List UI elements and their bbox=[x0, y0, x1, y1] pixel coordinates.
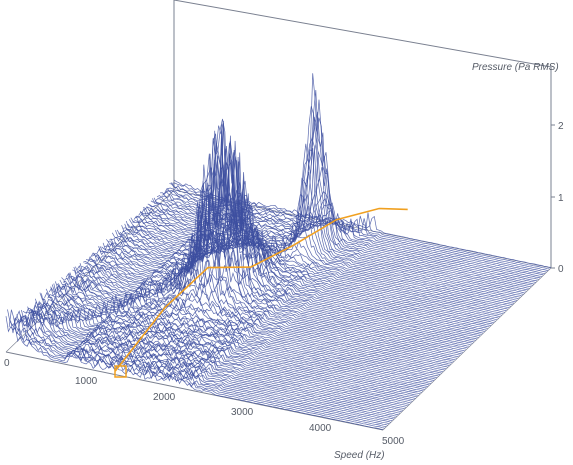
waterfall-slice-line bbox=[98, 120, 476, 341]
waterfall-slice-line bbox=[5, 316, 384, 430]
waterfall-slice-line bbox=[90, 155, 468, 349]
waterfall-slice-line bbox=[102, 122, 481, 337]
waterfall-slice-line bbox=[110, 156, 488, 329]
z-tick-label: 2 bbox=[558, 121, 564, 132]
waterfall-slice-line bbox=[139, 193, 518, 301]
waterfall-slice-line bbox=[121, 217, 499, 319]
waterfall-slice-line bbox=[59, 279, 437, 378]
waterfall-slice-line bbox=[104, 142, 482, 335]
waterfall-slice-line bbox=[48, 287, 427, 389]
waterfall-slice-line bbox=[22, 310, 401, 414]
waterfall-slice-line bbox=[107, 140, 485, 332]
waterfall-slice-line bbox=[113, 161, 491, 326]
waterfall-slice-line bbox=[109, 149, 487, 331]
waterfall-slice-line bbox=[53, 283, 431, 384]
waterfall-slice-line bbox=[54, 281, 433, 383]
waterfall-slice-line bbox=[16, 314, 394, 420]
waterfall-slice-line bbox=[58, 283, 436, 380]
floor-front-edge bbox=[5, 351, 384, 431]
waterfall-slice-line bbox=[73, 266, 451, 365]
waterfall-slice-line bbox=[38, 302, 416, 399]
waterfall-slice-line bbox=[123, 225, 501, 318]
waterfall-slice-line bbox=[119, 217, 498, 321]
waterfall-slice-line bbox=[14, 319, 393, 421]
waterfall-slice-line bbox=[105, 138, 484, 334]
waterfall-slice-line bbox=[84, 200, 462, 355]
waterfall-slice-line bbox=[78, 240, 456, 361]
waterfall-slice-line bbox=[44, 291, 422, 393]
waterfall-slice-line bbox=[161, 191, 539, 280]
floor-left-edge bbox=[5, 189, 175, 353]
waterfall-slice-line bbox=[149, 99, 527, 292]
waterfall-slice-line bbox=[65, 272, 444, 373]
waterfall-slice-line bbox=[8, 309, 387, 427]
waterfall-slice-line bbox=[132, 220, 510, 309]
back-top-edge bbox=[173, 0, 552, 68]
z-tick-label: 1 bbox=[558, 193, 564, 204]
waterfall-slice-line bbox=[99, 118, 478, 340]
waterfall-slice-line bbox=[41, 293, 419, 396]
waterfall-slice-line bbox=[11, 310, 390, 425]
waterfall-slice-line bbox=[18, 309, 396, 419]
waterfall-slice-line bbox=[95, 133, 473, 344]
waterfall-slice-line bbox=[34, 298, 413, 402]
x-tick-label: 0 bbox=[4, 358, 10, 369]
waterfall-slice-line bbox=[28, 308, 407, 408]
x-tick-label: 3000 bbox=[231, 407, 254, 418]
x-tick-label: 2000 bbox=[153, 392, 176, 403]
x-axis-title: Speed (Hz) bbox=[334, 450, 385, 461]
waterfall-slice-line bbox=[51, 284, 430, 386]
waterfall-slice-line bbox=[115, 188, 493, 325]
waterfall-slice-line bbox=[62, 280, 441, 375]
waterfall-slice-line bbox=[86, 185, 464, 353]
waterfall-slice-line bbox=[96, 124, 474, 343]
waterfall-slice-line bbox=[116, 199, 495, 324]
waterfall-slice-line bbox=[118, 216, 496, 322]
waterfall-slice-line bbox=[61, 277, 439, 377]
waterfall-slices bbox=[5, 73, 552, 430]
highlight-line bbox=[114, 207, 408, 372]
waterfall-slice-line bbox=[82, 212, 461, 356]
waterfall-slice-line bbox=[42, 298, 421, 395]
waterfall-slice-line bbox=[75, 266, 453, 364]
waterfall-slice-line bbox=[127, 223, 505, 313]
z-tick-label: 0 bbox=[558, 264, 564, 275]
waterfall-slice-line bbox=[33, 300, 411, 404]
waterfall-slice-line bbox=[92, 148, 470, 347]
waterfall-slice-line bbox=[50, 286, 428, 387]
waterfall-slice-line bbox=[21, 309, 399, 415]
x-tick-label: 5000 bbox=[382, 436, 405, 447]
waterfall-slice-line bbox=[45, 288, 424, 392]
floor-right-edge bbox=[382, 267, 552, 431]
waterfall-slice-line bbox=[56, 283, 434, 381]
waterfall-slice-line bbox=[87, 183, 465, 352]
waterfall-slice-line bbox=[124, 223, 502, 316]
highlight-order-line bbox=[114, 207, 408, 372]
waterfall-slice-line bbox=[7, 309, 385, 429]
speed-marker bbox=[114, 365, 127, 378]
z-axis-title: Pressure (Pa RMS) bbox=[472, 62, 559, 73]
x-tick-label: 1000 bbox=[75, 376, 98, 387]
waterfall-slice-line bbox=[24, 310, 402, 412]
waterfall-slice-line bbox=[93, 143, 471, 346]
waterfall-slice-line bbox=[27, 306, 405, 409]
x-tick-label: 4000 bbox=[309, 423, 332, 434]
